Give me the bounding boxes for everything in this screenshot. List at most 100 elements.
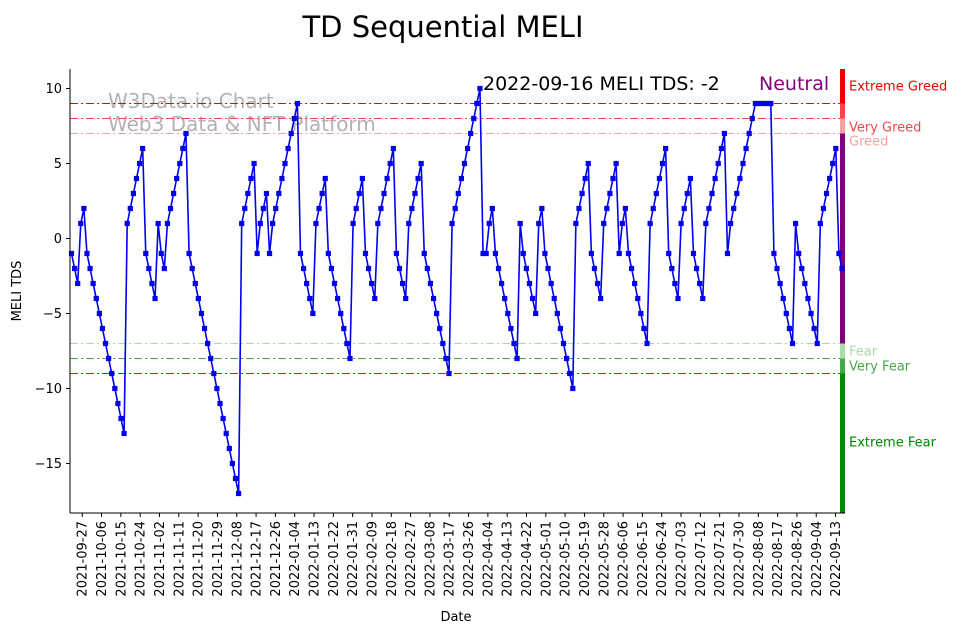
- x-tick-label: 2022-02-27: [404, 521, 419, 597]
- series-point: [588, 250, 594, 257]
- series-point: [440, 340, 446, 347]
- x-tick-label: 2022-06-24: [655, 521, 670, 597]
- series-point: [644, 340, 650, 347]
- threshold-label: Fear: [849, 345, 878, 360]
- series-point: [112, 385, 118, 392]
- series-point: [777, 280, 783, 287]
- series-point: [576, 205, 582, 212]
- series-point: [186, 250, 192, 257]
- series-point: [690, 250, 697, 257]
- series-point: [669, 265, 675, 272]
- series-point: [449, 220, 455, 227]
- series-point: [836, 250, 842, 257]
- series-point: [564, 355, 570, 362]
- series-point: [248, 175, 254, 182]
- series-point: [430, 295, 437, 302]
- x-tick-label: 2021-10-06: [95, 521, 110, 597]
- threshold-label: Very Fear: [849, 360, 911, 375]
- series-point: [226, 445, 232, 452]
- series-point: [164, 220, 171, 227]
- series-point: [310, 310, 316, 317]
- series-point: [236, 490, 242, 497]
- series-point: [591, 265, 598, 272]
- series-point: [712, 175, 718, 182]
- series-point: [443, 355, 449, 362]
- series-point: [839, 265, 845, 272]
- series-point: [464, 145, 471, 152]
- series-point: [189, 265, 195, 272]
- series-point: [604, 205, 610, 212]
- series-point: [508, 325, 514, 332]
- series-point: [143, 250, 149, 257]
- series-point: [350, 220, 356, 227]
- series-point: [724, 250, 731, 257]
- x-tick-label: 2021-10-24: [134, 521, 149, 597]
- series-point: [155, 220, 161, 227]
- series-point: [526, 280, 533, 287]
- series-point: [205, 340, 211, 347]
- series-point: [384, 175, 390, 182]
- series-point: [220, 415, 226, 422]
- series-point: [582, 175, 588, 182]
- x-tick-label: 2022-04-22: [520, 521, 535, 597]
- series-point: [455, 190, 461, 197]
- side-bar-very-fear: [840, 358, 845, 374]
- series-point: [393, 250, 400, 257]
- series-point: [551, 295, 557, 302]
- series-point: [245, 190, 251, 197]
- series-point: [486, 220, 492, 227]
- series-point: [737, 175, 743, 182]
- series-point: [232, 475, 239, 482]
- series-point: [638, 310, 644, 317]
- x-tick-label: 2022-01-04: [288, 521, 303, 597]
- series-point: [359, 175, 365, 182]
- series-point: [635, 295, 641, 302]
- x-tick-label: 2021-11-11: [172, 521, 187, 597]
- series-point: [808, 310, 814, 317]
- series-point: [780, 295, 786, 302]
- series-point: [523, 265, 529, 272]
- series-point: [390, 145, 396, 152]
- series-point: [68, 250, 75, 257]
- series-point: [647, 220, 653, 227]
- series-point: [130, 190, 136, 197]
- series-point: [365, 265, 372, 272]
- series-point: [201, 325, 208, 332]
- x-tick-label: 2022-07-12: [694, 521, 709, 597]
- series-point: [214, 385, 220, 392]
- series-point: [616, 250, 622, 257]
- series-point: [656, 175, 663, 182]
- series-point: [613, 160, 619, 167]
- series-point: [765, 100, 771, 107]
- y-tick-label: −5: [43, 307, 62, 322]
- series-point: [396, 265, 403, 272]
- series-point: [511, 340, 517, 347]
- series-point: [774, 265, 780, 272]
- series-point: [468, 130, 474, 137]
- series-point: [78, 220, 84, 227]
- series-point: [811, 325, 817, 332]
- series-point: [406, 220, 412, 227]
- series-point: [294, 100, 300, 107]
- series-point: [279, 175, 285, 182]
- series-point: [495, 265, 502, 272]
- series-point: [650, 205, 656, 212]
- x-tick-label: 2022-04-04: [481, 521, 496, 597]
- series-point: [743, 145, 749, 152]
- series-point: [260, 205, 266, 212]
- series-point: [424, 265, 430, 272]
- series-point: [672, 280, 678, 287]
- series-point: [833, 145, 839, 152]
- series-point: [628, 265, 635, 272]
- series-point: [783, 310, 789, 317]
- series-point: [276, 190, 282, 197]
- series-point: [601, 220, 607, 227]
- series-point: [81, 205, 87, 212]
- series-point: [133, 175, 140, 182]
- y-ticks: 10 5 0 −5 −10 −15: [35, 82, 70, 472]
- series-point: [152, 295, 158, 302]
- series-point: [347, 355, 353, 362]
- series-point: [118, 415, 124, 422]
- series-point: [820, 205, 827, 212]
- series-point: [341, 325, 347, 332]
